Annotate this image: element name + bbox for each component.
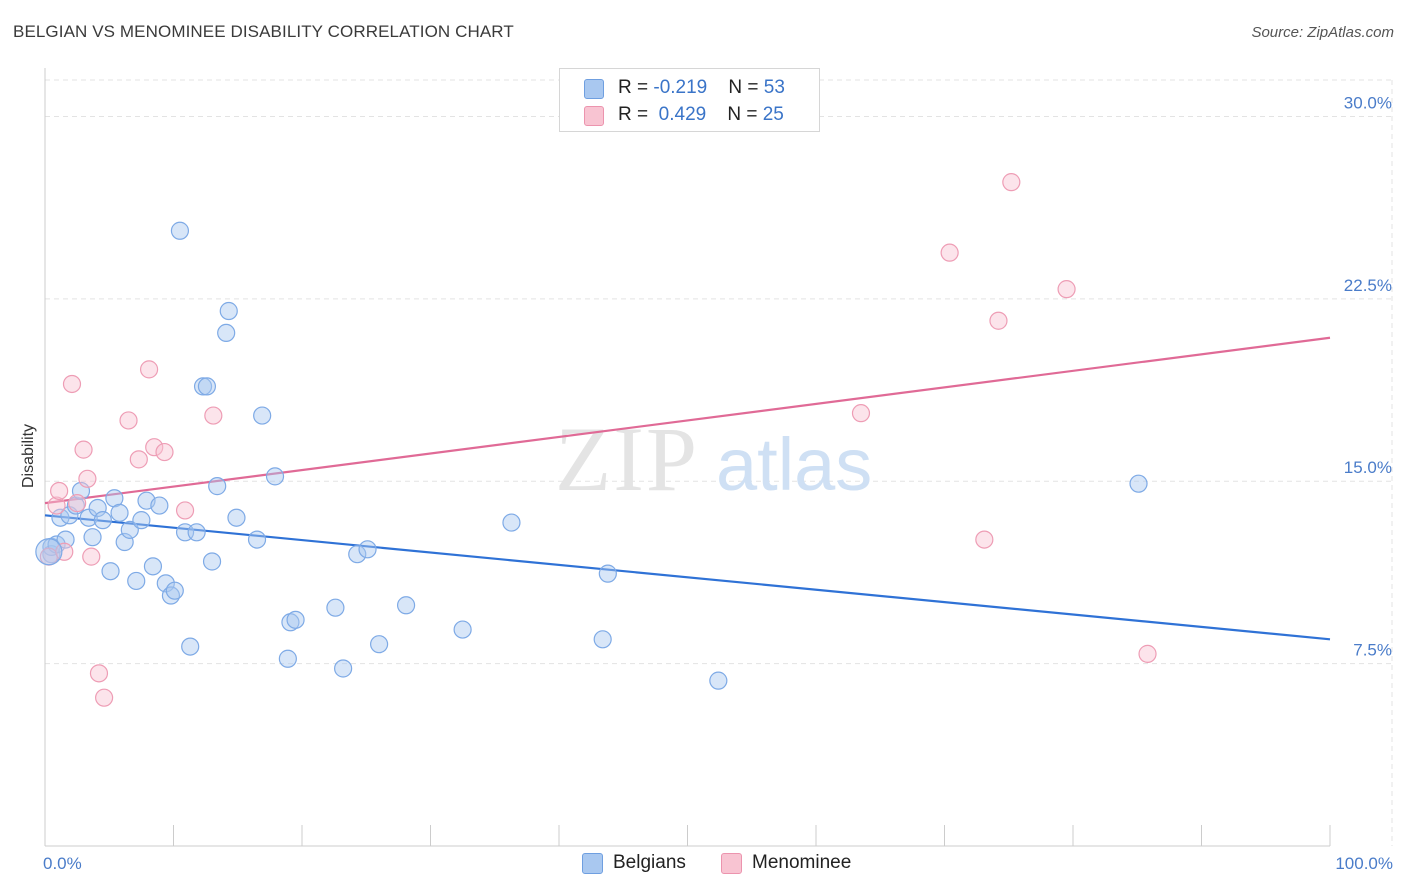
trend-lines <box>44 336 1331 641</box>
n-label: N = <box>728 77 764 98</box>
point-belgians[interactable] <box>110 503 129 522</box>
point-belgians[interactable] <box>193 377 213 396</box>
n-value-menominee: 25 <box>762 104 784 125</box>
point-menominee[interactable] <box>1002 173 1021 192</box>
point-menominee[interactable] <box>975 530 994 549</box>
point-belgians[interactable] <box>326 598 345 617</box>
point-belgians[interactable] <box>286 610 305 629</box>
point-menominee[interactable] <box>55 542 74 561</box>
point-belgians[interactable] <box>502 513 521 532</box>
point-belgians[interactable] <box>453 620 472 639</box>
point-belgians[interactable] <box>181 637 200 656</box>
point-menominee[interactable] <box>50 481 69 501</box>
point-belgians[interactable] <box>265 467 285 486</box>
point-belgians[interactable] <box>253 406 272 425</box>
point-belgians[interactable] <box>709 671 728 690</box>
point-menominee[interactable] <box>139 360 159 379</box>
point-menominee[interactable] <box>145 438 164 457</box>
point-belgians[interactable] <box>217 323 236 343</box>
point-menominee[interactable] <box>851 404 871 423</box>
point-belgians[interactable] <box>1129 474 1148 493</box>
point-belgians[interactable] <box>348 545 367 564</box>
data-points <box>35 173 1157 707</box>
r-label: R = <box>618 77 654 98</box>
point-belgians[interactable] <box>598 564 617 583</box>
legend-swatch-menominee <box>584 106 604 126</box>
r-value-menominee: 0.429 <box>653 104 707 125</box>
watermark: ZIP atlas <box>555 408 872 510</box>
point-menominee[interactable] <box>78 469 97 488</box>
point-belgians[interactable] <box>227 508 246 527</box>
point-menominee[interactable] <box>119 411 138 430</box>
point-belgians[interactable] <box>83 528 102 547</box>
y-tick-label: 15.0% <box>1344 458 1392 477</box>
correlation-legend: R = -0.219 N = 53 R = 0.429 N = 25 <box>559 68 820 132</box>
point-belgians[interactable] <box>101 562 120 581</box>
point-belgians[interactable] <box>120 520 139 539</box>
watermark-atlas: atlas <box>716 423 872 506</box>
axes <box>44 68 1331 847</box>
point-menominee[interactable] <box>62 374 82 394</box>
legend-label-belgians: Belgians <box>613 852 686 873</box>
point-belgians[interactable] <box>208 477 227 496</box>
point-belgians[interactable] <box>278 649 297 668</box>
point-belgians[interactable] <box>334 659 353 678</box>
n-value-belgians: 53 <box>763 77 785 98</box>
legend-label-menominee: Menominee <box>752 852 852 873</box>
point-menominee[interactable] <box>95 688 114 707</box>
point-menominee[interactable] <box>989 311 1008 330</box>
point-belgians[interactable] <box>127 571 146 591</box>
point-menominee[interactable] <box>82 547 101 566</box>
x-tick-label-max: 100.0% <box>1335 854 1393 873</box>
point-belgians[interactable] <box>132 511 151 530</box>
point-belgians[interactable] <box>143 557 163 576</box>
point-menominee[interactable] <box>89 664 109 683</box>
point-menominee[interactable] <box>1057 280 1076 299</box>
point-belgians[interactable] <box>219 301 238 321</box>
point-belgians[interactable] <box>93 511 112 530</box>
point-menominee[interactable] <box>1138 644 1157 663</box>
r-value-belgians: -0.219 <box>653 77 708 98</box>
point-belgians[interactable] <box>187 523 206 542</box>
y-tick-label: 7.5% <box>1353 641 1392 660</box>
point-menominee[interactable] <box>129 450 148 469</box>
point-belgians[interactable] <box>370 635 389 654</box>
grid-lines <box>45 79 1393 846</box>
point-menominee[interactable] <box>940 243 959 262</box>
y-tick-label: 22.5% <box>1344 276 1392 295</box>
legend-row-menominee: R = 0.429 N = 25 <box>584 104 784 130</box>
point-belgians[interactable] <box>197 377 217 396</box>
legend-swatch-belgians <box>582 853 603 874</box>
point-belgians[interactable] <box>170 221 190 240</box>
y-tick-label: 30.0% <box>1344 93 1392 112</box>
point-menominee[interactable] <box>204 406 223 425</box>
point-belgians-cluster[interactable] <box>35 538 63 566</box>
point-menominee[interactable] <box>68 494 87 513</box>
source-label: Source: ZipAtlas.com <box>1251 24 1394 41</box>
point-belgians[interactable] <box>202 552 222 571</box>
point-belgians[interactable] <box>165 581 184 600</box>
tick-labels: 7.5% 15.0% 22.5% 30.0% 0.0% 100.0% <box>43 93 1393 873</box>
legend-swatch-menominee <box>721 853 742 874</box>
r-label: R = <box>618 104 654 125</box>
point-menominee[interactable] <box>74 440 93 459</box>
point-belgians[interactable] <box>247 530 267 549</box>
point-belgians[interactable] <box>396 596 416 615</box>
watermark-zip: ZIP <box>555 408 699 510</box>
point-menominee[interactable] <box>47 496 66 515</box>
trend-line-belgians <box>44 514 1331 641</box>
point-belgians[interactable] <box>150 496 169 515</box>
n-label: N = <box>727 104 763 125</box>
point-belgians[interactable] <box>358 540 377 559</box>
point-menominee[interactable] <box>155 442 174 462</box>
legend-swatch-belgians <box>584 79 604 99</box>
x-tick-label-min: 0.0% <box>43 854 82 873</box>
legend-row-belgians: R = -0.219 N = 53 <box>584 77 785 103</box>
trend-line-menominee <box>44 336 1331 505</box>
chart-title: BELGIAN VS MENOMINEE DISABILITY CORRELAT… <box>13 22 514 41</box>
point-belgians[interactable] <box>593 630 612 649</box>
y-axis-title: Disability <box>20 424 37 488</box>
point-menominee[interactable] <box>175 501 195 520</box>
